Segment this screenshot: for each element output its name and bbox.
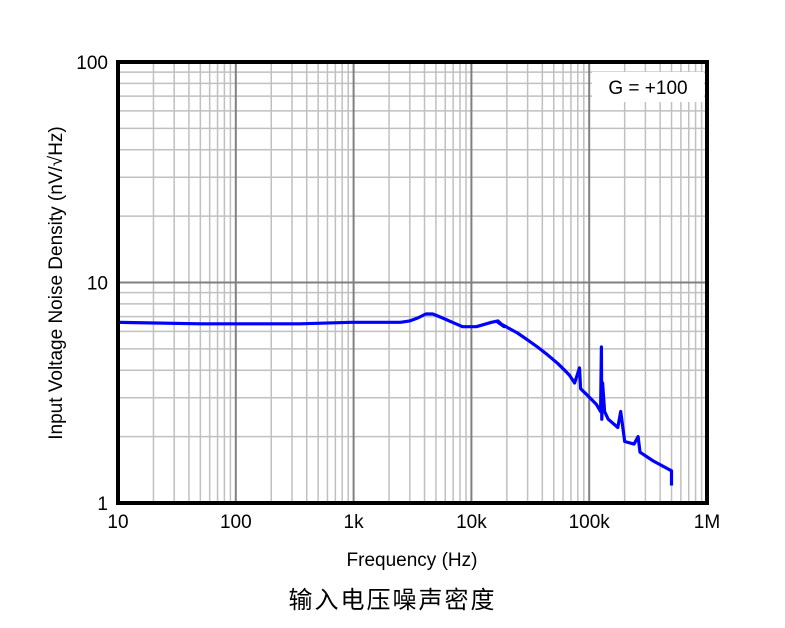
x-tick-label: 10 — [107, 512, 128, 533]
y-axis-label: Input Voltage Noise Density (nV/√Hz) — [46, 126, 67, 440]
x-tick-label: 10k — [456, 512, 487, 533]
y-tick-labels: 1 10 100 — [76, 53, 108, 515]
grid-major — [118, 62, 707, 503]
noise-curve — [117, 312, 674, 486]
x-tick-labels: 10 100 1k 10k 100k 1M — [107, 512, 720, 533]
gain-annotation-text: G = +100 — [608, 78, 687, 99]
y-tick-label: 100 — [76, 53, 108, 74]
y-tick-label: 1 — [97, 494, 108, 515]
x-tick-label: 1k — [344, 512, 365, 533]
x-axis-label: Frequency (Hz) — [347, 550, 478, 571]
y-tick-label: 10 — [87, 274, 108, 295]
figure-caption: 输入电压噪声密度 — [288, 586, 497, 614]
x-tick-label: 100 — [220, 512, 252, 533]
x-tick-label: 100k — [569, 512, 611, 533]
gain-annotation: G = +100 — [592, 72, 704, 102]
plot-frame — [116, 60, 709, 505]
x-tick-label: 1M — [694, 512, 720, 533]
